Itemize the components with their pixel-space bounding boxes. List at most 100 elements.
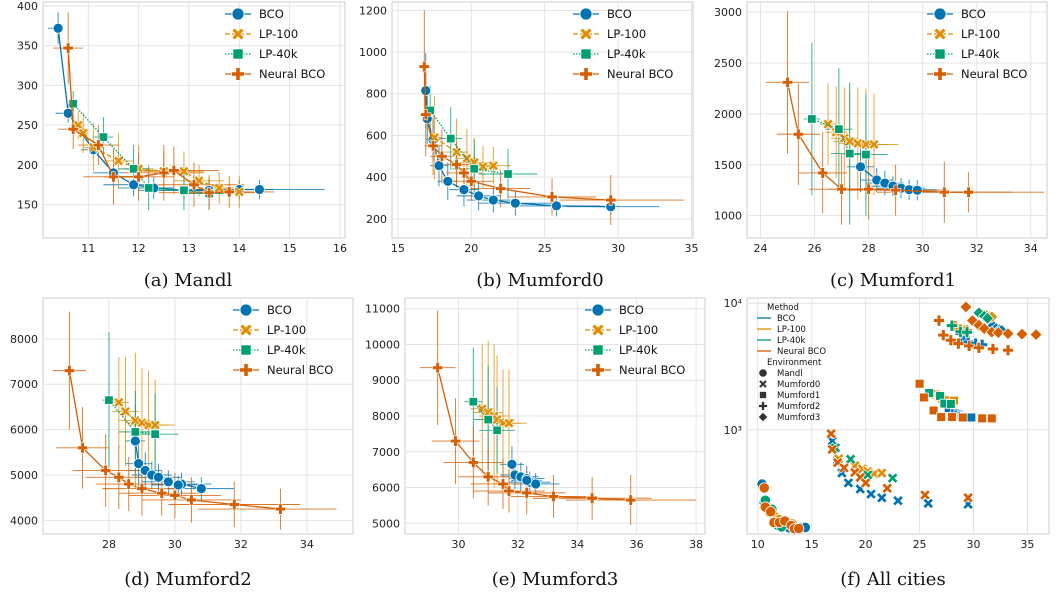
data-point-shape — [113, 155, 124, 167]
x-tick-label: 15 — [283, 242, 297, 255]
data-point-shape — [938, 186, 950, 198]
data-point — [947, 412, 957, 422]
data-point — [228, 498, 240, 511]
data-point — [914, 378, 925, 389]
data-point — [436, 150, 448, 162]
data-point-shape — [977, 413, 987, 424]
data-point — [551, 200, 562, 212]
data-point-shape — [451, 159, 463, 171]
plot-area — [391, 1, 694, 239]
data-point-shape — [162, 476, 174, 488]
data-point — [492, 425, 502, 435]
data-point-shape — [922, 497, 934, 509]
legend-label: LP-40k — [777, 336, 806, 346]
data-point-shape — [468, 397, 478, 407]
x-tick-label: 25 — [538, 242, 552, 255]
data-point-shape — [158, 167, 170, 179]
data-point-shape — [473, 190, 485, 202]
subplot-0: 11 12 13 14 15 16 150 200 250 300 350 400 BCO LP-100 L… — [17, 0, 347, 291]
legend-marker-shape — [231, 27, 245, 41]
data-point-shape — [427, 140, 439, 152]
data-point — [442, 175, 454, 187]
legend-marker — [933, 27, 947, 41]
data-point — [156, 487, 168, 499]
data-point-shape — [233, 186, 245, 198]
data-point — [128, 164, 139, 174]
data-point-shape — [123, 478, 135, 490]
data-point-shape — [876, 467, 888, 479]
data-point-shape — [957, 412, 968, 423]
data-point — [987, 343, 999, 355]
data-point-shape — [179, 185, 189, 195]
data-point — [860, 477, 872, 489]
subplot-caption: (c) Mumford1 — [830, 270, 956, 291]
legend-marker — [231, 67, 245, 81]
legend-label: LP-100 — [267, 323, 306, 337]
data-point — [130, 427, 140, 437]
data-point — [954, 326, 967, 338]
data-point — [881, 482, 893, 494]
y-tick-label: 11000 — [365, 303, 400, 316]
legend-label: Mumford2 — [777, 402, 820, 412]
plot-contents — [765, 11, 1045, 225]
data-point-shape — [822, 118, 834, 130]
data-point-shape — [503, 485, 515, 497]
data-point-shape — [223, 186, 235, 198]
x-tick-label: 15 — [805, 538, 819, 551]
data-point-shape — [530, 478, 542, 490]
x-tick-label: 16 — [333, 242, 347, 255]
legend-marker-shape — [231, 7, 245, 21]
x-tick-label: 35 — [685, 242, 699, 255]
data-point-shape — [483, 414, 493, 425]
series-line — [811, 118, 866, 156]
x-tick-label: 30 — [168, 538, 182, 551]
data-point-shape — [966, 412, 977, 423]
plot-contents — [418, 10, 685, 226]
legend-marker — [592, 344, 604, 356]
data-point-shape — [509, 197, 521, 209]
legend-label: LP-40k — [961, 47, 1000, 61]
data-point — [892, 495, 904, 507]
data-point — [469, 164, 479, 174]
data-point — [446, 133, 456, 144]
legend-marker-shape — [757, 411, 769, 423]
data-point — [465, 175, 477, 187]
data-point — [169, 489, 181, 501]
x-tick-label: 12 — [132, 242, 146, 255]
y-tick-label: 350 — [17, 40, 38, 53]
data-point-shape — [861, 149, 871, 160]
data-point-shape — [892, 495, 904, 507]
data-point-shape — [469, 164, 479, 174]
data-point — [946, 399, 956, 409]
legend-marker — [239, 303, 253, 317]
y-tick-label: 7000 — [10, 378, 38, 391]
legend-label: Mumford3 — [777, 413, 820, 423]
legend-label: LP-100 — [961, 27, 1000, 41]
data-point — [473, 190, 485, 202]
legend-marker-shape — [934, 48, 946, 60]
series-line — [67, 48, 230, 194]
data-point-shape — [107, 171, 120, 183]
data-point-shape — [185, 494, 197, 506]
data-point-shape — [793, 522, 805, 534]
legend-marker-shape — [591, 363, 605, 377]
legend-marker — [591, 303, 605, 317]
data-point-shape — [963, 186, 975, 198]
data-point-shape — [977, 322, 991, 336]
y-tick-label: 6000 — [372, 482, 400, 495]
plot-contents — [52, 311, 337, 530]
data-point — [973, 341, 985, 354]
legend-label: BCO — [607, 7, 632, 21]
legend-label: Mumford0 — [777, 380, 820, 390]
data-point — [158, 167, 170, 179]
data-point — [503, 485, 515, 497]
legend-marker — [933, 7, 947, 21]
data-point-shape — [973, 341, 985, 354]
data-point-shape — [962, 492, 974, 504]
y-tick-label: 250 — [17, 119, 38, 132]
legend-marker-shape — [758, 368, 768, 378]
data-point-shape — [418, 61, 430, 73]
data-point — [890, 184, 902, 196]
x-tick-label: 30 — [451, 538, 465, 551]
x-tick-label: 32 — [970, 242, 984, 255]
